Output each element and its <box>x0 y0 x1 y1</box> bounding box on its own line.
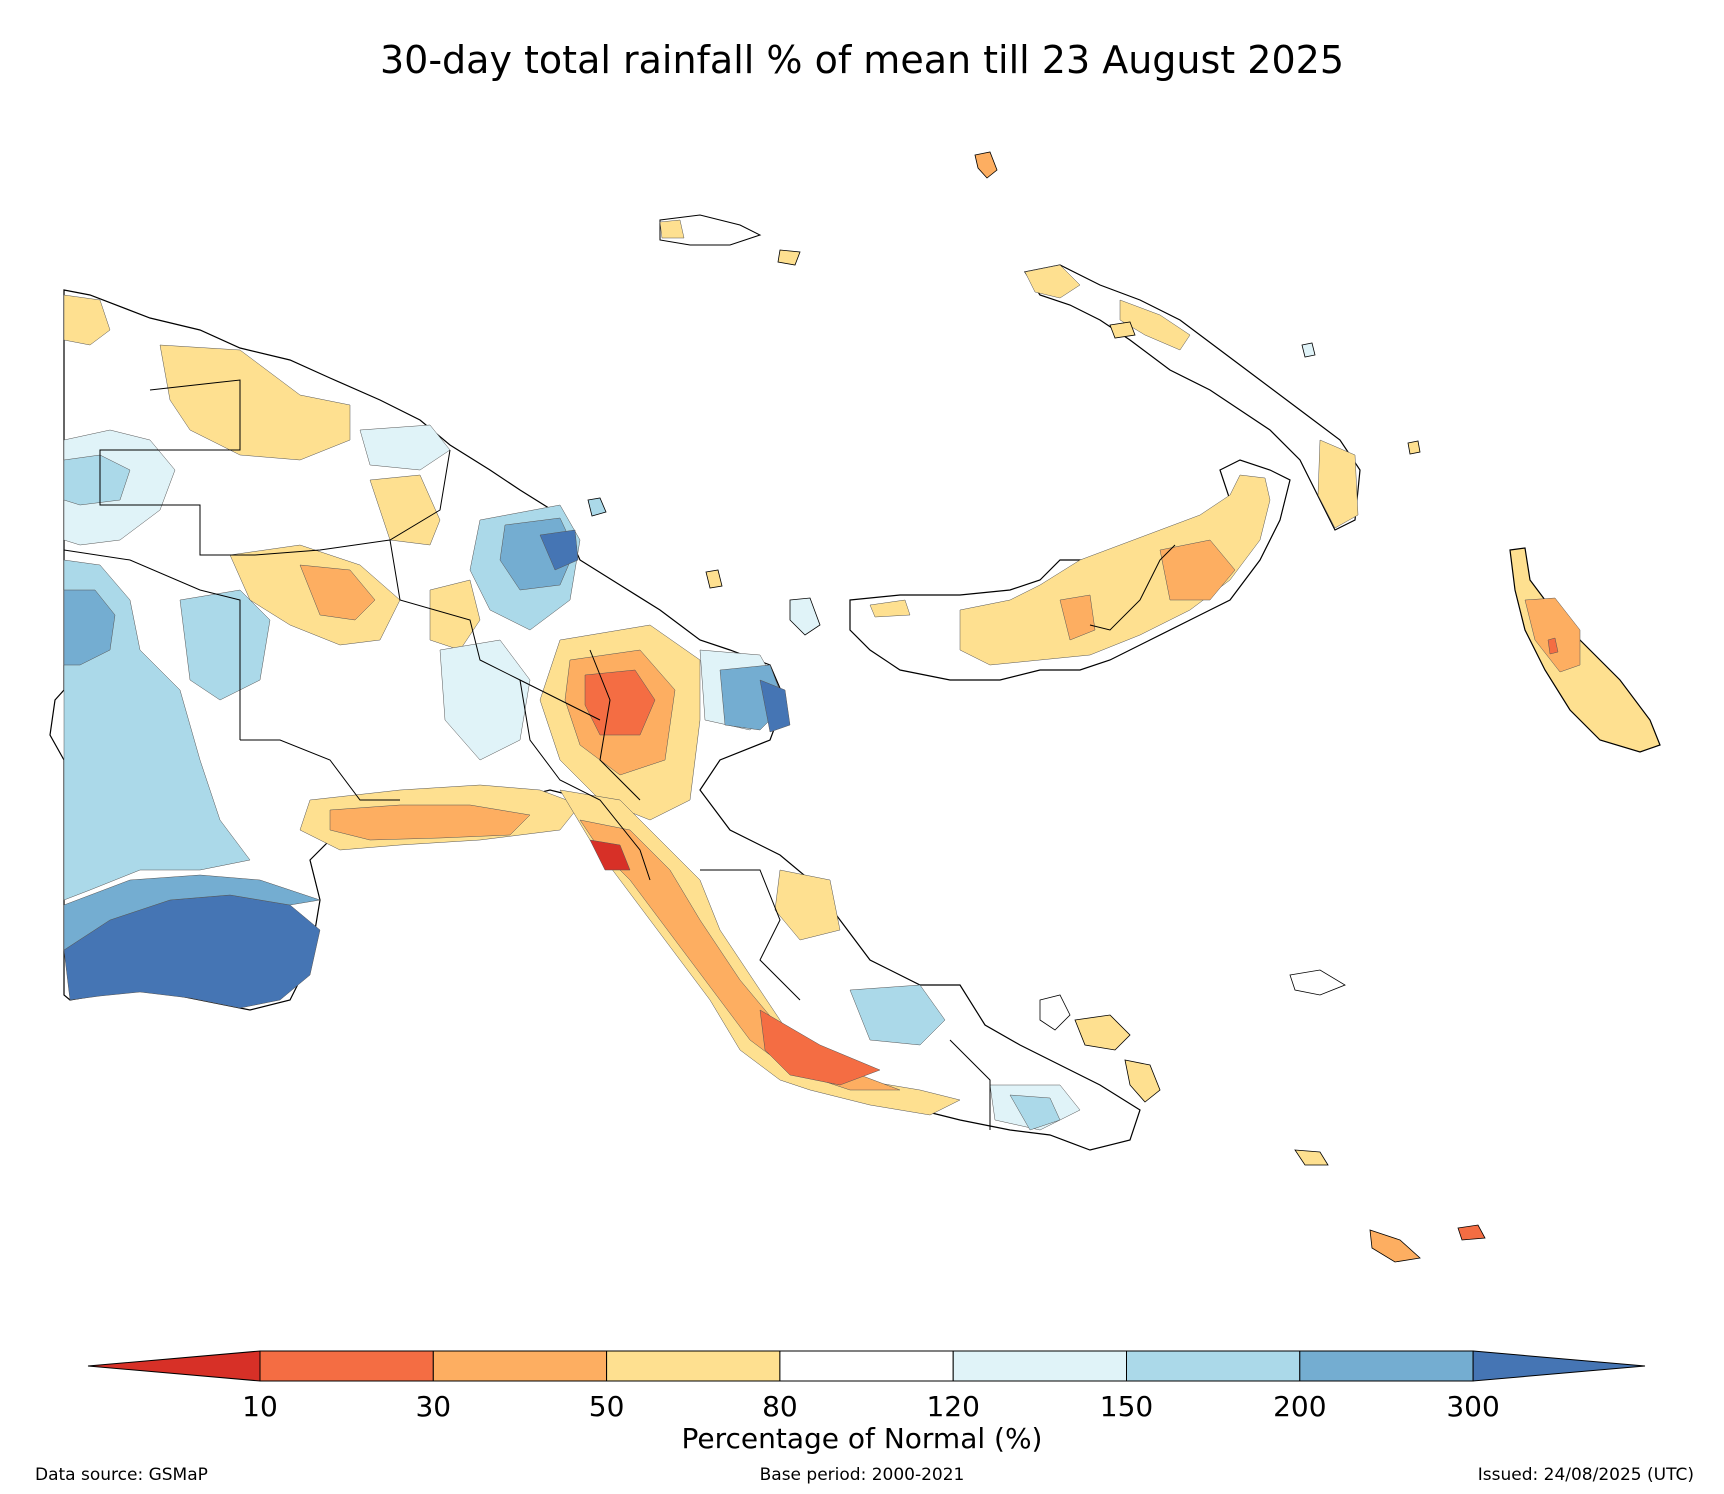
issued-note: Issued: 24/08/2025 (UTC) <box>1477 1465 1694 1485</box>
new-britain-drier-west <box>1059 594 1096 641</box>
lihir-island <box>1301 342 1316 358</box>
mainland-png <box>49 289 1141 1151</box>
new-britain-province-line <box>1089 544 1176 631</box>
colorbar-extend-low <box>87 1350 261 1382</box>
colorbar-tick: 50 <box>588 1390 625 1423</box>
colorbar-tick: 200 <box>1273 1390 1327 1423</box>
new-britain <box>849 459 1291 681</box>
colorbar-tick: 10 <box>242 1390 278 1423</box>
new-ireland <box>1024 264 1421 531</box>
region-dry-east-highlands <box>429 579 481 651</box>
region-very-wet-madang <box>539 529 579 571</box>
province-boundaries <box>63 379 991 1130</box>
colorbar-label: Percentage of Normal (%) <box>681 1422 1043 1455</box>
region-light-north <box>359 424 451 471</box>
new-hanover-island <box>1109 321 1136 339</box>
colorbar-bin-80-120 <box>779 1350 954 1382</box>
colorbar-bin-200-300 <box>1299 1350 1474 1382</box>
islands-southeast <box>1039 969 1486 1263</box>
region-drier-central <box>579 819 901 1091</box>
region-wet-west <box>63 589 116 666</box>
map-title: 30-day total rainfall % of mean till 23 … <box>379 38 1344 82</box>
colorbar-tick: 30 <box>415 1390 452 1423</box>
region-very-wet-huon <box>759 679 791 733</box>
mussau-island <box>974 151 998 179</box>
normanby-island <box>1124 1059 1161 1103</box>
colorbar-tick: 150 <box>1099 1390 1154 1423</box>
region-very-dry-morobe <box>584 669 656 736</box>
region-light-markham <box>439 639 531 761</box>
new-ireland-dry-central <box>1119 299 1191 351</box>
region-dry-oro <box>774 869 841 941</box>
colorbar-tick: 120 <box>926 1390 980 1423</box>
region-drier-highlands <box>299 564 376 621</box>
trobriand-islands <box>1289 969 1346 996</box>
colorbar-tick: 300 <box>1446 1390 1500 1423</box>
manus-dry-west <box>659 219 685 239</box>
new-britain-drier <box>1159 539 1236 601</box>
region-dry-northwest <box>63 294 111 346</box>
region-moist-oro <box>849 984 946 1046</box>
data-source-note: Data source: GSMaP <box>35 1465 208 1485</box>
new-britain-dry-west-tip <box>869 599 911 618</box>
islands-north <box>587 151 998 636</box>
sudest-island <box>1369 1229 1421 1263</box>
umboi-island <box>789 597 821 636</box>
long-island <box>705 569 723 589</box>
region-very-dry-central <box>759 1009 881 1086</box>
karkar-island <box>587 497 607 517</box>
goodenough-island <box>1039 994 1071 1031</box>
bougainville-outline <box>1509 547 1661 753</box>
bougainville-driest <box>1547 637 1559 655</box>
base-period-note: Base period: 2000-2021 <box>759 1465 965 1485</box>
region-dry-sepik <box>369 474 441 546</box>
bougainville <box>1509 547 1661 753</box>
colorbar-bin-30-50 <box>432 1350 608 1382</box>
region-very-dry-gulf <box>589 839 631 871</box>
region-light-central-west <box>179 589 271 701</box>
colorbar-bin-10-30 <box>259 1350 434 1382</box>
new-ireland-dry-south <box>1317 439 1359 529</box>
tanga-island <box>1407 440 1421 455</box>
region-moist-milne <box>1009 1094 1061 1131</box>
rossel-island <box>1457 1224 1486 1241</box>
colorbar-bin-50-80 <box>606 1350 781 1382</box>
colorbar-tick: 80 <box>762 1390 798 1423</box>
region-wet-southwest <box>63 874 321 951</box>
colorbar-bin-120-150 <box>952 1350 1128 1382</box>
colorbar-extend-high <box>1472 1350 1646 1382</box>
region-drier-gulf <box>329 804 531 841</box>
manus-dry-east <box>777 249 801 266</box>
region-dry-north <box>159 344 351 461</box>
colorbar-bin-150-200 <box>1126 1350 1301 1382</box>
manus-island <box>659 214 762 246</box>
woodlark-island <box>1294 1149 1329 1166</box>
bougainville-drier <box>1524 597 1581 673</box>
new-ireland-dry-west <box>1024 264 1081 299</box>
fergusson-island <box>1074 1014 1131 1051</box>
new-britain-dry <box>959 474 1271 666</box>
